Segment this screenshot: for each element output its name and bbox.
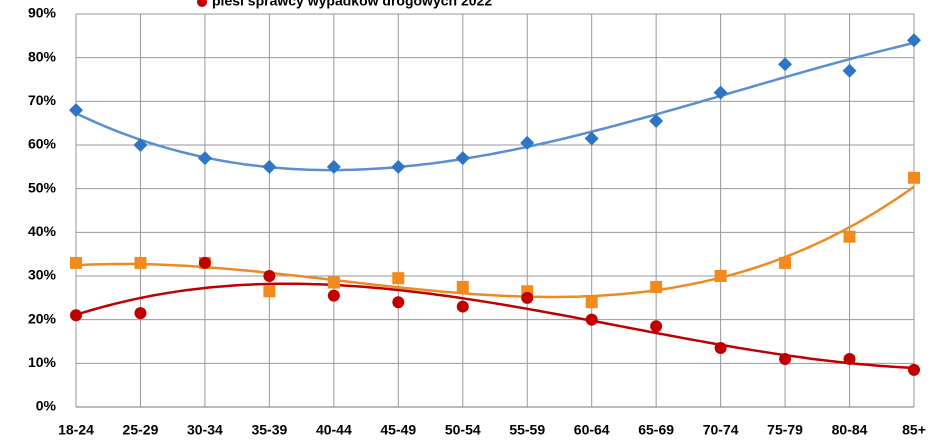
y-tick-label: 40% xyxy=(28,223,57,239)
trend-line xyxy=(75,41,915,172)
marker xyxy=(521,291,534,304)
x-tick-label: 50-54 xyxy=(445,422,481,438)
x-tick-label: 18-24 xyxy=(58,422,94,438)
marker xyxy=(263,285,276,298)
marker xyxy=(391,159,406,174)
y-tick-label: 60% xyxy=(28,136,57,152)
x-tick-label: 80-84 xyxy=(832,422,868,438)
marker xyxy=(326,159,341,174)
x-tick-label: 65-69 xyxy=(638,422,674,438)
marker xyxy=(650,320,663,333)
marker xyxy=(456,280,469,293)
x-tick-label: 85+ xyxy=(902,422,926,438)
marker xyxy=(843,352,856,365)
legend-marker xyxy=(197,0,207,7)
marker xyxy=(197,151,212,166)
x-tick-label: 30-34 xyxy=(187,422,223,438)
marker xyxy=(585,313,598,326)
marker xyxy=(392,272,405,285)
marker xyxy=(650,280,663,293)
y-tick-label: 70% xyxy=(28,92,57,108)
trend-line xyxy=(75,185,915,299)
marker xyxy=(262,159,277,174)
marker xyxy=(649,113,664,128)
marker xyxy=(714,270,727,282)
marker xyxy=(778,57,793,72)
marker xyxy=(69,103,83,118)
y-tick-label: 30% xyxy=(28,267,57,283)
y-tick-label: 90% xyxy=(28,5,57,21)
x-tick-label: 75-79 xyxy=(767,422,803,438)
marker xyxy=(907,33,921,48)
marker xyxy=(133,138,148,152)
marker xyxy=(713,85,728,100)
x-tick-label: 70-74 xyxy=(703,422,739,438)
marker xyxy=(584,131,599,146)
y-tick-label: 80% xyxy=(28,48,57,64)
marker xyxy=(327,289,340,302)
marker xyxy=(70,309,82,322)
y-tick-label: 50% xyxy=(28,179,57,195)
marker xyxy=(327,276,340,289)
marker xyxy=(908,363,920,376)
marker xyxy=(455,151,470,166)
y-tick-label: 20% xyxy=(28,310,57,326)
x-tick-label: 60-64 xyxy=(574,422,610,438)
x-tick-label: 35-39 xyxy=(251,422,287,438)
marker xyxy=(392,296,405,309)
marker xyxy=(585,296,598,309)
marker xyxy=(70,256,82,269)
marker xyxy=(779,352,792,365)
trend-line xyxy=(75,282,915,370)
x-tick-label: 45-49 xyxy=(380,422,416,438)
marker xyxy=(134,307,147,320)
marker xyxy=(456,300,469,313)
y-tick-label: 10% xyxy=(28,354,57,370)
marker xyxy=(198,256,211,269)
marker xyxy=(908,171,920,184)
marker xyxy=(714,342,727,355)
legend-label: piesi sprawcy wypadków drogowych 2022 xyxy=(212,0,492,9)
x-tick-label: 25-29 xyxy=(123,422,159,438)
marker xyxy=(263,270,276,282)
marker xyxy=(779,256,792,269)
x-tick-label: 40-44 xyxy=(316,422,352,438)
x-tick-label: 55-59 xyxy=(509,422,545,438)
marker xyxy=(134,256,147,269)
marker xyxy=(842,63,857,78)
y-tick-label: 0% xyxy=(36,398,57,414)
marker xyxy=(520,135,535,150)
marker xyxy=(843,230,856,243)
